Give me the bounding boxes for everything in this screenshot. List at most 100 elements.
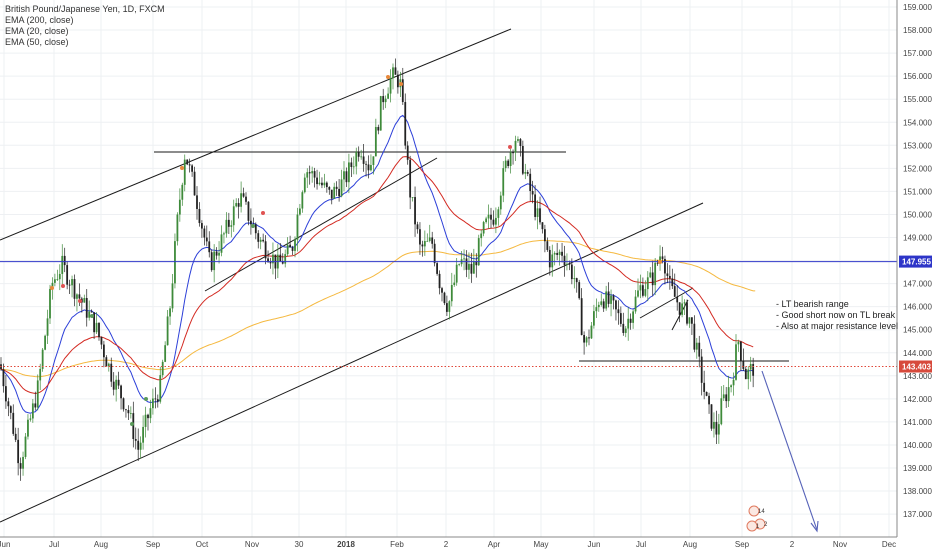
candle-body [227, 219, 230, 227]
symbol-title[interactable]: British Pound/Japanese Yen, 1D, FXCM [5, 4, 165, 14]
x-tick-label: Oct [196, 540, 209, 549]
candle-body [561, 251, 563, 256]
flag-line-1 [639, 287, 694, 319]
price-label-text: 143.403 [902, 363, 931, 372]
candle-body [553, 252, 556, 255]
candle-body [438, 273, 441, 289]
projection-arrowhead [810, 520, 819, 533]
candle-body [333, 186, 336, 199]
candle-body [139, 442, 142, 450]
candle-body [291, 247, 294, 251]
candle-body [632, 311, 634, 323]
candle-body [303, 177, 306, 193]
candle-body [644, 289, 647, 296]
candle-body [85, 298, 88, 318]
candle-body [374, 126, 377, 157]
candle-body [316, 177, 318, 185]
candle-body [103, 344, 105, 358]
candle-body [174, 241, 176, 284]
candle-body [534, 194, 536, 217]
event-dot [144, 397, 148, 401]
candle-body [22, 456, 24, 469]
candle-body [127, 410, 130, 414]
candle-body [149, 408, 152, 419]
candle-body [220, 234, 223, 253]
candle-body [517, 139, 519, 141]
candle-body [519, 139, 522, 146]
candle-body [392, 67, 394, 79]
candle-body [159, 375, 162, 402]
candle-body [463, 258, 465, 260]
x-tick-label: Sep [146, 540, 161, 549]
candle-body [100, 337, 103, 345]
candle-body [664, 258, 666, 274]
candle-body [156, 399, 159, 402]
candle-body [308, 172, 311, 174]
candle-body [458, 264, 461, 265]
channel-lower-line [0, 202, 704, 523]
y-tick-label: 137.000 [903, 510, 932, 519]
candle-body [497, 209, 500, 218]
y-tick-label: 144.000 [903, 349, 932, 358]
candle-body [41, 349, 44, 369]
event-marker-label: 14 [758, 509, 765, 515]
candle-body [186, 159, 189, 165]
candle-body [683, 302, 686, 304]
candle-body [267, 258, 269, 262]
candle-body [335, 186, 338, 189]
candle-body [362, 156, 365, 164]
legend-ema-50[interactable]: EMA (50, close) [5, 37, 69, 47]
candle-body [247, 201, 250, 221]
candle-body [208, 241, 211, 253]
candle-body [700, 356, 703, 383]
price-label-box [899, 255, 932, 268]
candle-body [161, 361, 164, 376]
candle-body [269, 261, 272, 264]
candle-body [441, 288, 443, 293]
x-tick-label: May [533, 540, 548, 549]
candle-body [639, 285, 642, 291]
candle-body [416, 224, 419, 230]
candle-body [345, 171, 348, 183]
candle-body [495, 217, 497, 225]
candle-body [619, 313, 622, 324]
candle-body [49, 288, 51, 319]
candle-body [237, 203, 240, 207]
candle-body [338, 188, 340, 197]
y-tick-label: 143.000 [903, 372, 932, 381]
candle-body [58, 273, 61, 280]
candle-body [31, 403, 34, 419]
event-dot [180, 166, 184, 170]
candle-body [54, 279, 56, 283]
candle-body [512, 152, 514, 154]
candle-body [681, 303, 683, 315]
chart-annotation-note[interactable]: - LT bearish range - Good short now on T… [776, 299, 898, 332]
legend-ema-200[interactable]: EMA (200, close) [5, 15, 74, 25]
event-dot [251, 224, 255, 228]
channel-upper-line [0, 28, 512, 241]
chart-legend: British Pound/Japanese Yen, 1D, FXCM EMA… [5, 4, 165, 48]
legend-ema-20[interactable]: EMA (20, close) [5, 26, 69, 36]
candle-body [477, 238, 480, 266]
candle-body [472, 261, 475, 274]
candle-body [654, 262, 657, 286]
event-marker-label: 1 [756, 524, 760, 530]
candle-body [311, 171, 314, 174]
candle-body [191, 165, 193, 172]
candle-body [585, 337, 588, 343]
candle-body [372, 156, 375, 166]
y-tick-label: 140.000 [903, 441, 932, 450]
candle-body [51, 282, 54, 289]
candle-body [600, 301, 603, 305]
candle-body [171, 283, 174, 309]
ema-lines [0, 114, 756, 414]
candle-body [529, 173, 532, 192]
candle-body [382, 96, 385, 103]
inner-trendline [204, 157, 438, 292]
x-tick-label: Dec [882, 540, 896, 549]
y-tick-label: 151.000 [903, 187, 932, 196]
candle-body [61, 255, 64, 274]
candle-body [725, 394, 728, 402]
